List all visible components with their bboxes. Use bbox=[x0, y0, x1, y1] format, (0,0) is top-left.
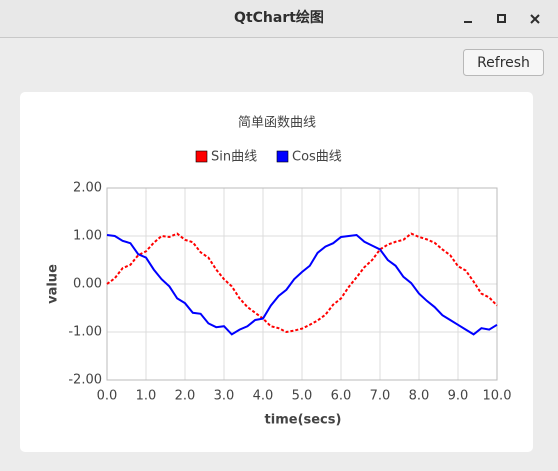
y-tick-label: 0.00 bbox=[73, 277, 102, 292]
y-tick-label: 1.00 bbox=[73, 229, 102, 244]
x-tick-label: 9.0 bbox=[448, 389, 469, 404]
chart-title: 简单函数曲线 bbox=[238, 115, 316, 131]
x-tick-label: 8.0 bbox=[409, 389, 430, 404]
x-axis-label: time(secs) bbox=[265, 413, 342, 428]
y-tick-label: 2.00 bbox=[73, 181, 102, 196]
window-title: QtChart绘图 bbox=[234, 9, 324, 26]
y-axis-label: value bbox=[46, 264, 61, 304]
title-bar bbox=[0, 0, 558, 37]
legend-marker bbox=[276, 150, 289, 163]
y-tick-label: -1.00 bbox=[68, 325, 102, 340]
x-tick-label: 0.0 bbox=[97, 389, 118, 404]
refresh-button[interactable]: Refresh bbox=[463, 49, 544, 76]
x-tick-label: 5.0 bbox=[292, 389, 313, 404]
x-tick-label: 3.0 bbox=[214, 389, 235, 404]
legend-marker bbox=[195, 150, 208, 163]
x-tick-label: 10.0 bbox=[483, 389, 512, 404]
legend-label: Cos曲线 bbox=[292, 150, 342, 165]
x-tick-label: 4.0 bbox=[253, 389, 274, 404]
chart-panel bbox=[20, 92, 533, 452]
legend-label: Sin曲线 bbox=[211, 150, 257, 165]
button-label: Refresh bbox=[477, 55, 530, 71]
maximize-button[interactable] bbox=[494, 11, 510, 27]
y-tick-label: -2.00 bbox=[68, 373, 102, 388]
series-line bbox=[106, 233, 498, 336]
x-tick-label: 7.0 bbox=[370, 389, 391, 404]
x-tick-label: 2.0 bbox=[175, 389, 196, 404]
x-tick-label: 1.0 bbox=[136, 389, 157, 404]
close-button[interactable] bbox=[527, 11, 543, 27]
x-tick-label: 6.0 bbox=[331, 389, 352, 404]
series-line bbox=[106, 232, 498, 334]
minimize-button[interactable] bbox=[460, 11, 476, 27]
